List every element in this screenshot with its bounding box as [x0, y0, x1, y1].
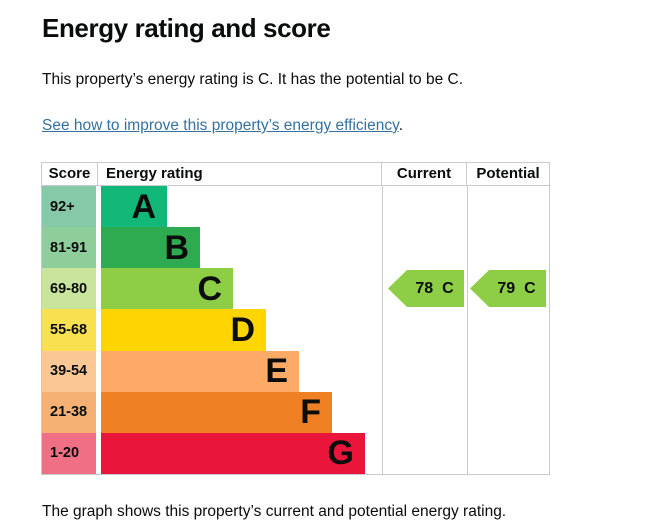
band-score-range: 69-80 [42, 268, 96, 310]
band-score-range: 81-91 [42, 227, 96, 269]
band-bar-letter: E [101, 350, 299, 392]
current-band: C [442, 279, 454, 297]
potential-band: C [524, 279, 536, 297]
band-row-b: 81-91 B [42, 227, 549, 269]
band-row-a: 92+ A [42, 186, 549, 228]
band-bar-letter: D [101, 309, 266, 351]
band-score-range: 55-68 [42, 309, 96, 351]
chart-header-row: Score Energy rating Current Potential [42, 163, 549, 186]
header-potential: Potential [476, 165, 540, 182]
graph-caption: The graph shows this property’s current … [42, 503, 507, 520]
band-bar-letter: F [101, 391, 332, 433]
band-row-c: 69-80 C [42, 268, 549, 310]
band-score-range: 92+ [42, 186, 96, 228]
band-row-e: 39-54 E [42, 350, 549, 392]
band-score-range: 1-20 [42, 432, 96, 474]
header-energy-rating: Energy rating [98, 163, 382, 185]
band-row-f: 21-38 F [42, 391, 549, 433]
band-row-d: 55-68 D [42, 309, 549, 351]
band-bar-letter: A [101, 186, 167, 228]
potential-score: 79 [497, 279, 516, 297]
header-current: Current [382, 163, 467, 185]
potential-column-divider [467, 186, 468, 474]
band-score-range: 21-38 [42, 391, 96, 433]
band-bar-letter: G [101, 432, 365, 474]
current-score: 78 [415, 279, 434, 297]
chart-body: 92+ A 81-91 B 69-80 C 55-68 D 39-54 E 21… [42, 186, 549, 474]
improvement-link-line: See how to improve this property’s energ… [42, 116, 403, 135]
band-row-g: 1-20 G [42, 432, 549, 474]
band-bar-letter: C [101, 268, 233, 310]
epc-rating-chart: Score Energy rating Current Potential 92… [41, 162, 550, 475]
band-bar-letter: B [101, 227, 200, 269]
rating-summary-text: This property’s energy rating is C. It h… [42, 71, 464, 88]
improvement-link[interactable]: See how to improve this property’s energ… [42, 117, 399, 134]
page-title: Energy rating and score [42, 13, 331, 43]
current-column-divider [382, 186, 383, 474]
header-score: Score [42, 163, 98, 185]
link-period: . [398, 117, 403, 134]
band-score-range: 39-54 [42, 350, 96, 392]
